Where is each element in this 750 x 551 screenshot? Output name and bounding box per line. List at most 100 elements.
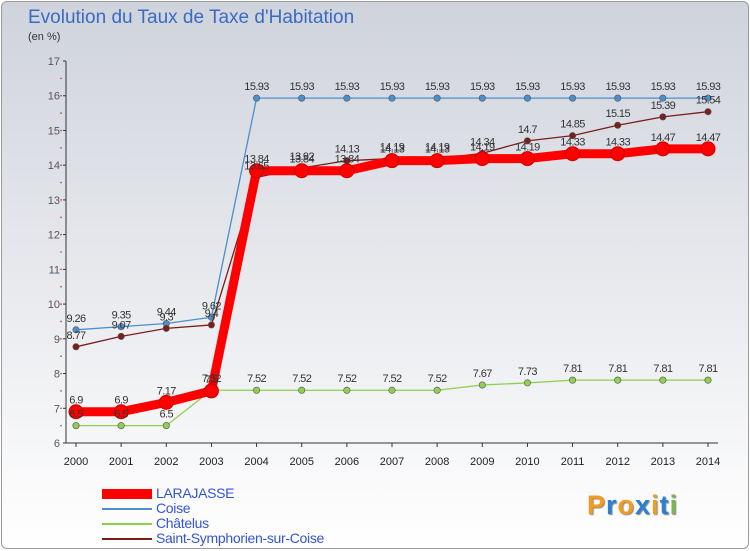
y-axis-dot xyxy=(60,147,62,149)
x-tick-label: 2012 xyxy=(605,456,629,468)
data-label: 8.77 xyxy=(66,330,85,342)
data-label: 7.52 xyxy=(292,373,311,385)
data-point xyxy=(659,94,667,102)
data-label: 14.13 xyxy=(335,144,360,156)
y-axis-dot xyxy=(60,129,62,132)
data-point xyxy=(203,383,219,399)
data-label: 7.81 xyxy=(608,363,627,375)
y-axis-dot xyxy=(60,233,62,236)
data-point xyxy=(294,163,310,179)
logo-letter: t xyxy=(659,490,670,520)
series-line-coise xyxy=(75,97,709,331)
x-tick-label: 2014 xyxy=(696,456,720,468)
y-axis-dot xyxy=(60,199,62,201)
data-point xyxy=(117,332,125,340)
data-label: 7.52 xyxy=(428,373,447,385)
logo-letter: x xyxy=(635,490,652,520)
logo-letter: r xyxy=(606,490,618,520)
data-label: 7.67 xyxy=(473,368,492,380)
data-label: 6.5 xyxy=(114,409,128,421)
y-axis-dot xyxy=(60,355,62,357)
data-label: 7.5 xyxy=(205,374,219,386)
data-point xyxy=(298,386,306,394)
data-label: 9.3 xyxy=(160,311,174,323)
data-point xyxy=(704,94,712,102)
data-label: 13.65 xyxy=(244,160,269,172)
data-label: 15.93 xyxy=(289,81,314,93)
data-label: 15.93 xyxy=(335,81,360,93)
data-label: 15.93 xyxy=(605,81,630,93)
data-label: 15.93 xyxy=(560,81,585,93)
y-tick-label: 12 xyxy=(48,230,60,242)
legend-label: LARAJASSE xyxy=(156,485,235,501)
x-tick-label: 2001 xyxy=(109,456,133,468)
data-label: 9.26 xyxy=(66,313,85,325)
y-tick-label: 16 xyxy=(48,91,60,103)
legend-swatch xyxy=(102,522,152,525)
data-point xyxy=(72,343,80,351)
legend-swatch xyxy=(102,507,152,510)
data-point xyxy=(704,108,712,116)
data-label: 7.17 xyxy=(157,385,176,397)
y-axis-dot xyxy=(60,164,62,166)
data-label: 9.07 xyxy=(112,319,131,331)
data-point xyxy=(72,422,80,430)
data-label: 7.52 xyxy=(202,373,221,385)
data-point xyxy=(253,94,261,102)
data-label: 7.81 xyxy=(653,363,672,375)
x-tick-label: 2011 xyxy=(561,456,585,468)
data-label: 7.81 xyxy=(698,363,717,375)
chart-subtitle: (en %) xyxy=(28,31,61,43)
data-point xyxy=(162,422,170,430)
data-label: 13.92 xyxy=(289,151,314,163)
data-point xyxy=(478,381,486,389)
data-point xyxy=(249,163,265,179)
data-label: 14.13 xyxy=(425,144,450,156)
x-tick-label: 2006 xyxy=(335,456,359,468)
x-tick-label: 2007 xyxy=(380,456,404,468)
data-label: 14.19 xyxy=(470,142,495,154)
data-point xyxy=(704,376,712,384)
legend-label: Saint-Symphorien-sur-Coise xyxy=(156,530,325,546)
data-label: 14.19 xyxy=(515,142,540,154)
data-point xyxy=(429,153,445,169)
data-point xyxy=(117,422,125,430)
logo-letter: i xyxy=(651,490,660,520)
data-label: 9.62 xyxy=(202,300,221,312)
x-tick-label: 2009 xyxy=(470,456,494,468)
legend-label: Châtelus xyxy=(156,515,209,531)
data-point xyxy=(569,132,577,140)
data-point xyxy=(700,141,716,157)
y-tick-label: 8 xyxy=(54,369,60,381)
y-axis-dot xyxy=(60,94,62,97)
data-point xyxy=(72,326,80,334)
data-label: 14.47 xyxy=(696,132,721,144)
y-tick-label: 14 xyxy=(48,160,60,172)
y-axis-dot xyxy=(60,268,62,271)
data-point xyxy=(523,137,531,145)
x-tick-label: 2005 xyxy=(289,456,313,468)
data-label: 9.35 xyxy=(112,310,131,322)
data-point xyxy=(253,386,261,394)
data-point xyxy=(158,394,174,410)
data-label: 14.85 xyxy=(560,119,585,131)
y-axis-dot xyxy=(60,390,62,392)
data-point xyxy=(614,94,622,102)
y-axis-dot xyxy=(60,407,62,410)
data-point xyxy=(523,379,531,387)
data-point xyxy=(388,386,396,394)
y-tick-label: 15 xyxy=(48,125,60,137)
data-point xyxy=(610,146,626,162)
data-point xyxy=(519,151,535,167)
data-label: 7.52 xyxy=(337,373,356,385)
y-axis-dot xyxy=(60,424,62,427)
y-axis-dot xyxy=(60,251,62,253)
data-label: 14.19 xyxy=(380,142,405,154)
y-tick-label: 17 xyxy=(48,56,60,68)
data-point xyxy=(388,94,396,102)
data-label: 7.52 xyxy=(382,373,401,385)
data-point xyxy=(298,94,306,102)
data-label: 15.39 xyxy=(651,100,676,112)
data-label: 13.84 xyxy=(335,154,360,166)
